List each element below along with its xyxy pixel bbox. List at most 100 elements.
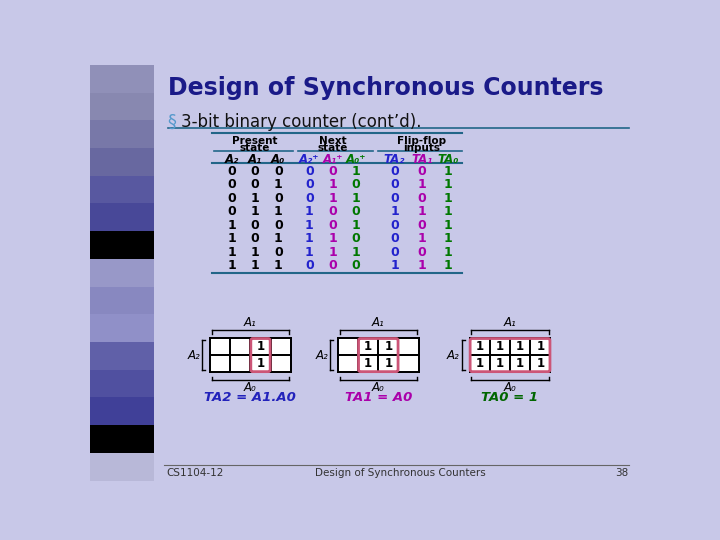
- Text: 1: 1: [390, 259, 399, 272]
- Text: 0: 0: [251, 219, 259, 232]
- Text: 1: 1: [418, 178, 426, 191]
- Text: TA2 = A1.A0: TA2 = A1.A0: [204, 390, 297, 403]
- Text: 0: 0: [228, 165, 236, 178]
- Text: 1: 1: [328, 192, 337, 205]
- Text: 0: 0: [390, 192, 399, 205]
- Text: 1: 1: [496, 357, 504, 370]
- Text: 1: 1: [351, 246, 360, 259]
- Text: 0: 0: [228, 178, 236, 191]
- Bar: [90, 314, 153, 342]
- Bar: [90, 120, 153, 148]
- Text: 1: 1: [444, 205, 452, 218]
- Text: 0: 0: [328, 259, 337, 272]
- Text: 0: 0: [351, 178, 360, 191]
- Text: 1: 1: [228, 246, 236, 259]
- Text: 0: 0: [390, 165, 399, 178]
- Text: 0: 0: [390, 246, 399, 259]
- Text: 1: 1: [228, 259, 236, 272]
- Text: 0: 0: [305, 192, 314, 205]
- Bar: [338, 338, 418, 372]
- Text: 1: 1: [251, 205, 259, 218]
- Bar: [90, 231, 153, 259]
- Text: 0: 0: [328, 205, 337, 218]
- Bar: [90, 397, 153, 425]
- Text: 0: 0: [328, 219, 337, 232]
- Text: TA1 = A0: TA1 = A0: [345, 390, 412, 403]
- Text: 1: 1: [418, 205, 426, 218]
- Text: 0: 0: [228, 205, 236, 218]
- Text: 1: 1: [364, 357, 372, 370]
- Text: A₂: A₂: [315, 349, 328, 362]
- Text: 0: 0: [328, 165, 337, 178]
- Text: 0: 0: [305, 259, 314, 272]
- Text: 1: 1: [351, 192, 360, 205]
- Text: TA₁: TA₁: [411, 153, 433, 166]
- Text: 0: 0: [418, 165, 426, 178]
- Text: A₂⁺: A₂⁺: [299, 153, 320, 166]
- Text: A₂: A₂: [447, 349, 459, 362]
- Text: 0: 0: [251, 232, 259, 245]
- Text: 0: 0: [390, 232, 399, 245]
- Text: 1: 1: [274, 259, 283, 272]
- Text: TA₀: TA₀: [437, 153, 459, 166]
- Text: A₀: A₀: [271, 153, 285, 166]
- Text: 1: 1: [384, 340, 392, 353]
- Text: 1: 1: [274, 178, 283, 191]
- Text: §: §: [168, 112, 176, 131]
- Text: 1: 1: [251, 246, 259, 259]
- Text: 0: 0: [351, 232, 360, 245]
- Text: 1: 1: [305, 232, 314, 245]
- Text: 1: 1: [251, 259, 259, 272]
- Text: 1: 1: [444, 192, 452, 205]
- Text: 1: 1: [228, 232, 236, 245]
- Bar: [469, 338, 550, 372]
- Bar: [90, 342, 153, 370]
- Text: 1: 1: [274, 232, 283, 245]
- Text: 38: 38: [616, 468, 629, 477]
- Text: 1: 1: [328, 178, 337, 191]
- Bar: [90, 65, 153, 92]
- Text: 1: 1: [444, 178, 452, 191]
- Bar: [90, 453, 153, 481]
- Text: 1: 1: [328, 232, 337, 245]
- Bar: [90, 287, 153, 314]
- Text: 1: 1: [536, 357, 544, 370]
- Text: 1: 1: [516, 340, 524, 353]
- Bar: [210, 338, 291, 372]
- Text: 0: 0: [390, 219, 399, 232]
- Text: 1: 1: [364, 340, 372, 353]
- Bar: [90, 425, 153, 453]
- Text: CS1104-12: CS1104-12: [166, 468, 223, 477]
- Text: 0: 0: [351, 205, 360, 218]
- Bar: [90, 148, 153, 176]
- Text: 0: 0: [274, 192, 283, 205]
- Text: 1: 1: [418, 232, 426, 245]
- Text: 1: 1: [536, 340, 544, 353]
- Text: 0: 0: [305, 165, 314, 178]
- Text: TA₂: TA₂: [384, 153, 405, 166]
- Text: 1: 1: [305, 246, 314, 259]
- Text: A₁: A₁: [244, 316, 257, 329]
- Text: 0: 0: [351, 259, 360, 272]
- Text: 0: 0: [418, 219, 426, 232]
- Text: 3-bit binary counter (cont’d).: 3-bit binary counter (cont’d).: [181, 112, 422, 131]
- Text: 1: 1: [516, 357, 524, 370]
- Bar: [90, 204, 153, 231]
- Text: 1: 1: [305, 205, 314, 218]
- Text: A₁: A₁: [504, 316, 516, 329]
- Text: 1: 1: [444, 165, 452, 178]
- Text: 0: 0: [228, 192, 236, 205]
- Text: 0: 0: [418, 192, 426, 205]
- Bar: [90, 176, 153, 204]
- Text: 0: 0: [418, 246, 426, 259]
- Text: state: state: [240, 143, 270, 153]
- Text: 0: 0: [251, 178, 259, 191]
- Text: A₀⁺: A₀⁺: [346, 153, 366, 166]
- Text: 1: 1: [228, 219, 236, 232]
- Text: 1: 1: [351, 219, 360, 232]
- Text: Flip-flop: Flip-flop: [397, 136, 446, 146]
- Text: A₁⁺: A₁⁺: [323, 153, 343, 166]
- Text: A₂: A₂: [225, 153, 239, 166]
- Text: 0: 0: [251, 165, 259, 178]
- Text: 1: 1: [444, 219, 452, 232]
